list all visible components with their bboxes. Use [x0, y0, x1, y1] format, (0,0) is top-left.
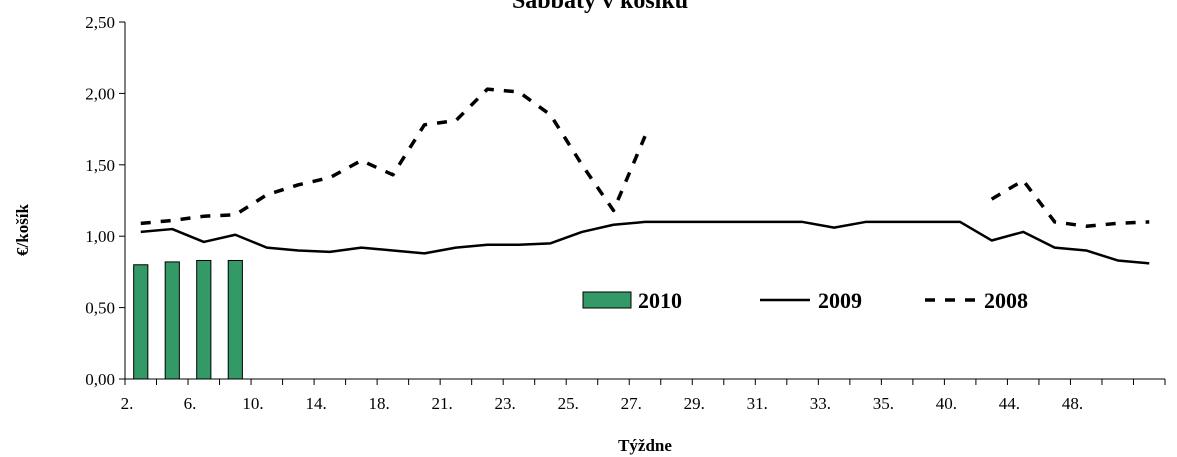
y-tick-label: 2,00 — [85, 84, 115, 103]
y-tick-label: 0,00 — [85, 370, 115, 389]
legend-label-2009: 2009 — [818, 288, 862, 313]
y-tick-label: 2,50 — [85, 13, 115, 32]
legend-label-2008: 2008 — [984, 288, 1028, 313]
chart-title: Sabbaty v košíku — [512, 0, 688, 14]
y-tick-label: 0,50 — [85, 299, 115, 318]
y-axis-title: €/košík — [13, 203, 32, 256]
y-tick-label: 1,00 — [85, 227, 115, 246]
x-tick-label: 25. — [558, 394, 579, 413]
line-2009 — [140, 220, 1150, 265]
x-tick-label: 33. — [810, 394, 831, 413]
bar-2010 — [164, 261, 180, 380]
line-2008 — [990, 178, 1150, 228]
x-tick-label: 31. — [747, 394, 768, 413]
x-tick-label: 6. — [184, 394, 197, 413]
bar-2010 — [227, 259, 243, 380]
line-2008 — [140, 87, 647, 226]
x-tick-label: 2. — [121, 394, 134, 413]
y-axis-ticks: 0,00 0,50 1,00 1,50 2,00 2,50 — [85, 13, 125, 389]
x-tick-label: 35. — [873, 394, 894, 413]
series-lines — [140, 87, 1150, 265]
bar-2010 — [133, 264, 149, 380]
legend-swatch-2010 — [582, 291, 632, 309]
bars-2010 — [133, 259, 243, 380]
x-tick-label: 40. — [936, 394, 957, 413]
x-tick-label: 21. — [432, 394, 453, 413]
bar-2010 — [196, 259, 212, 380]
x-tick-label: 14. — [305, 394, 326, 413]
x-tick-label: 10. — [242, 394, 263, 413]
y-tick-label: 1,50 — [85, 156, 115, 175]
x-axis-title: Týždne — [618, 436, 672, 455]
legend: 2010 2009 2008 — [582, 288, 1028, 313]
x-tick-label: 44. — [999, 394, 1020, 413]
x-axis-ticks: 2. 6. 10. 14. 18. 21. 23. 25. 27. 29. 31. 33. 35. 40.… — [121, 379, 1166, 413]
x-tick-label: 18. — [368, 394, 389, 413]
legend-label-2010: 2010 — [638, 288, 682, 313]
x-tick-label: 23. — [495, 394, 516, 413]
x-tick-label: 29. — [684, 394, 705, 413]
x-tick-label: 27. — [621, 394, 642, 413]
x-tick-label: 48. — [1062, 394, 1083, 413]
